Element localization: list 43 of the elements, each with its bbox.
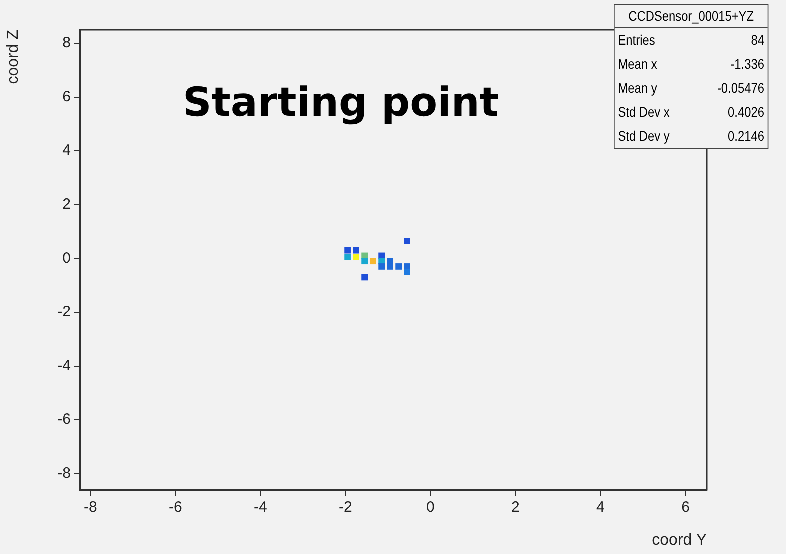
x-tick-label: 4: [596, 499, 605, 516]
point: [404, 238, 410, 244]
x-axis-title: coord Y: [652, 532, 708, 549]
y-tick-label: 0: [62, 250, 71, 267]
y-tick-label: -6: [58, 411, 71, 428]
y-tick-label: -2: [58, 304, 71, 321]
x-tick-label: -4: [254, 499, 268, 516]
x-tick-label: 0: [426, 499, 435, 516]
annotation: Entries: [618, 32, 656, 48]
x-tick-label: 2: [512, 499, 520, 516]
text: 0.4026: [728, 104, 764, 120]
text: CCDSensor_00015+YZ: [614, 5, 768, 28]
y-tick-label: 6: [62, 88, 71, 106]
point: [362, 258, 368, 265]
y-tick-label: -8: [58, 465, 71, 482]
point: [404, 268, 410, 276]
x-tick-label: 6: [682, 499, 690, 516]
text: -0.05476: [717, 80, 764, 96]
y-tick-label: 2: [62, 196, 71, 213]
point: [396, 264, 402, 270]
x-tick-label: -8: [84, 499, 98, 516]
text: 84: [751, 32, 764, 48]
y-tick-label: -4: [58, 357, 71, 374]
annotation: Std Dev x: [618, 104, 670, 120]
y-axis-title: coord Z: [5, 30, 22, 84]
text: Starting point: [183, 80, 499, 126]
point: [362, 274, 368, 281]
text: -1.336: [730, 56, 764, 72]
x-tick-label: -6: [168, 499, 182, 516]
point: [370, 258, 376, 265]
y-tick-label: 8: [62, 34, 71, 52]
point: [344, 247, 351, 254]
point: [378, 264, 385, 270]
point: [387, 264, 394, 270]
annotation: Mean y: [618, 80, 658, 96]
point: [344, 254, 351, 260]
point: [353, 254, 360, 260]
x-tick-label: -2: [339, 499, 352, 516]
point: [353, 247, 360, 254]
annotation: Mean x: [618, 56, 658, 72]
text: 0.2146: [728, 128, 764, 144]
y-tick-label: 4: [62, 142, 71, 160]
annotation: Std Dev y: [618, 128, 670, 144]
